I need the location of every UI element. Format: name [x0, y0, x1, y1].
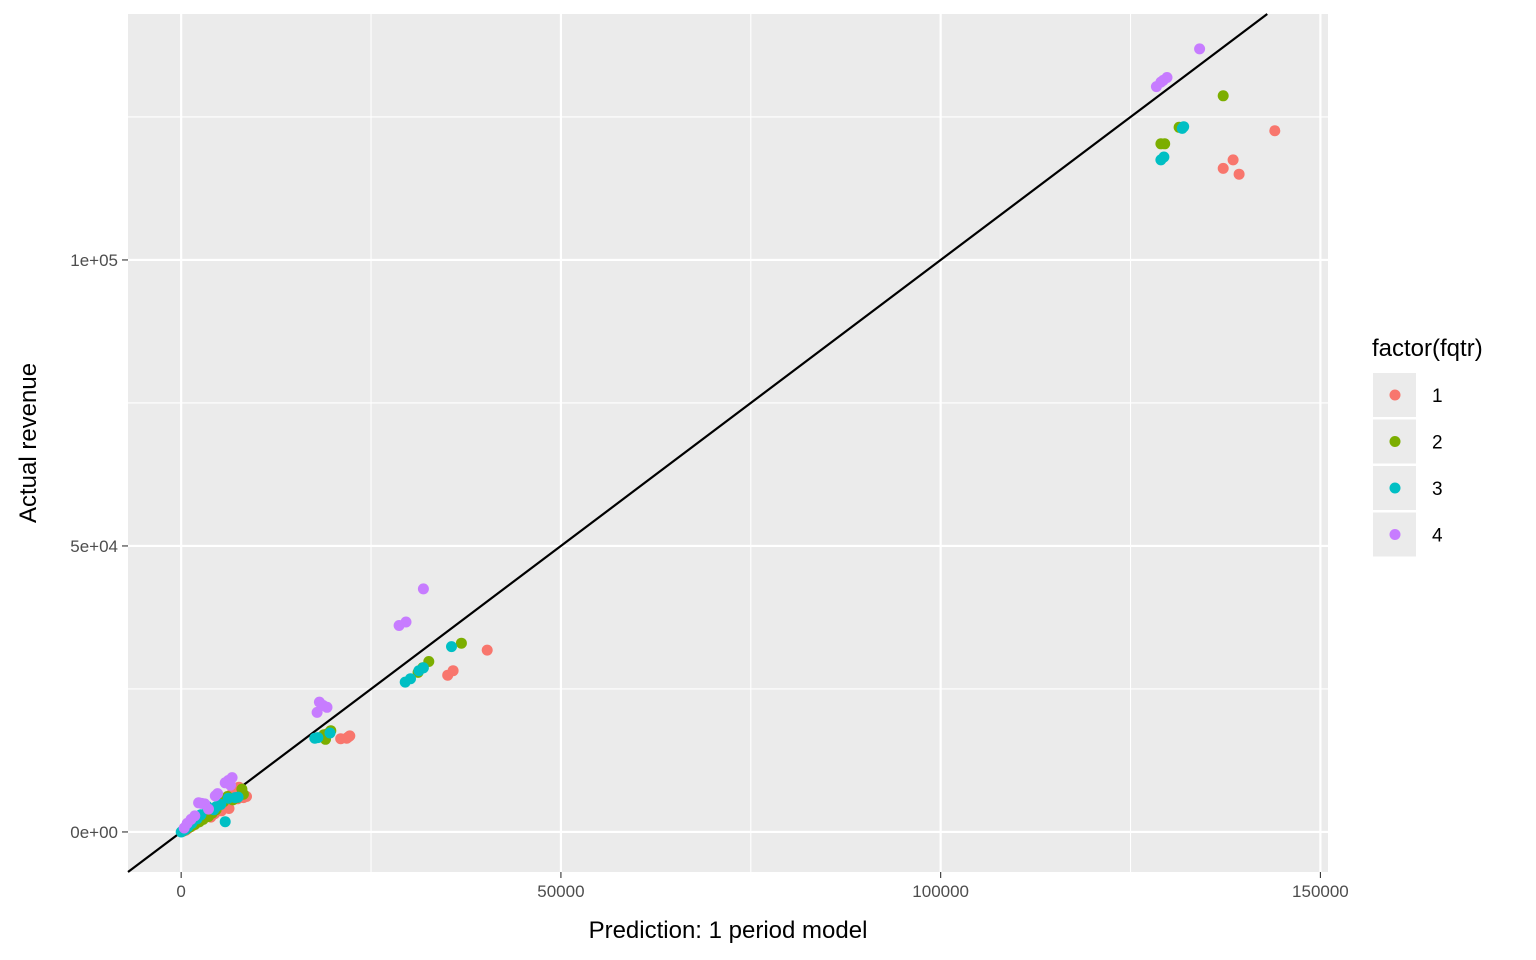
data-point-fqtr-3	[1176, 122, 1188, 134]
data-point-fqtr-1	[1217, 162, 1229, 174]
panel-background	[128, 14, 1328, 872]
data-point-fqtr-3	[446, 641, 457, 653]
data-point-fqtr-1	[481, 644, 493, 656]
data-point-fqtr-2	[1217, 90, 1229, 102]
legend-title: factor(fqtr)	[1372, 335, 1483, 362]
y-axis-title: Actual revenue	[15, 363, 42, 523]
grid-minor-lines	[128, 14, 1328, 872]
reference-line-group	[127, 13, 1268, 873]
data-point-fqtr-4	[203, 803, 214, 815]
data-point-fqtr-2	[1155, 138, 1167, 150]
data-point-fqtr-3	[413, 665, 425, 677]
data-point-fqtr-4	[393, 620, 405, 631]
legend-key-point	[1389, 436, 1401, 447]
data-point-fqtr-2	[455, 637, 467, 649]
legend-label: 1	[1432, 386, 1443, 407]
x-tick-label: 0	[176, 882, 185, 901]
data-point-fqtr-4	[178, 822, 190, 834]
legend-key-point	[1389, 389, 1401, 401]
legend-label: 3	[1432, 479, 1443, 500]
x-tick-label: 50000	[537, 882, 584, 901]
data-point-fqtr-4	[209, 790, 221, 802]
grid-major-lines	[128, 14, 1328, 872]
data-point-fqtr-1	[442, 669, 454, 681]
data-point-fqtr-3	[324, 727, 336, 739]
data-point-fqtr-3	[309, 732, 321, 744]
reference-line-y-equals-x	[127, 13, 1268, 873]
y-tick-label: 0e+00	[70, 823, 118, 842]
x-axis-title: Prediction: 1 period model	[589, 917, 868, 944]
y-tick-label: 5e+04	[70, 537, 118, 556]
legend-label: 2	[1432, 433, 1443, 454]
x-tick-label: 100000	[912, 882, 969, 901]
data-points	[175, 43, 1281, 838]
legend-key-point	[1389, 482, 1401, 494]
legend-label: 4	[1432, 526, 1443, 547]
legend: factor(fqtr) 1 2 3 4	[1372, 335, 1483, 557]
y-axis: 0e+00 5e+04 1e+05	[70, 251, 128, 842]
data-point-fqtr-4	[1150, 81, 1162, 93]
data-point-fqtr-4	[417, 583, 429, 595]
legend-key-point	[1389, 529, 1401, 540]
data-point-fqtr-4	[311, 706, 323, 718]
data-point-fqtr-3	[219, 816, 231, 828]
data-point-fqtr-3	[399, 676, 411, 688]
data-point-fqtr-1	[1269, 125, 1281, 137]
data-point-fqtr-1	[1233, 168, 1245, 180]
data-point-fqtr-4	[1194, 43, 1206, 55]
x-tick-label: 150000	[1292, 882, 1349, 901]
data-point-fqtr-4	[225, 779, 236, 791]
data-point-fqtr-3	[1155, 154, 1167, 166]
data-point-fqtr-1	[1227, 154, 1239, 166]
data-point-fqtr-1	[335, 733, 347, 745]
data-point-fqtr-3	[222, 792, 234, 804]
x-axis: 0 50000 100000 150000	[176, 872, 1349, 901]
y-tick-label: 1e+05	[70, 251, 118, 270]
